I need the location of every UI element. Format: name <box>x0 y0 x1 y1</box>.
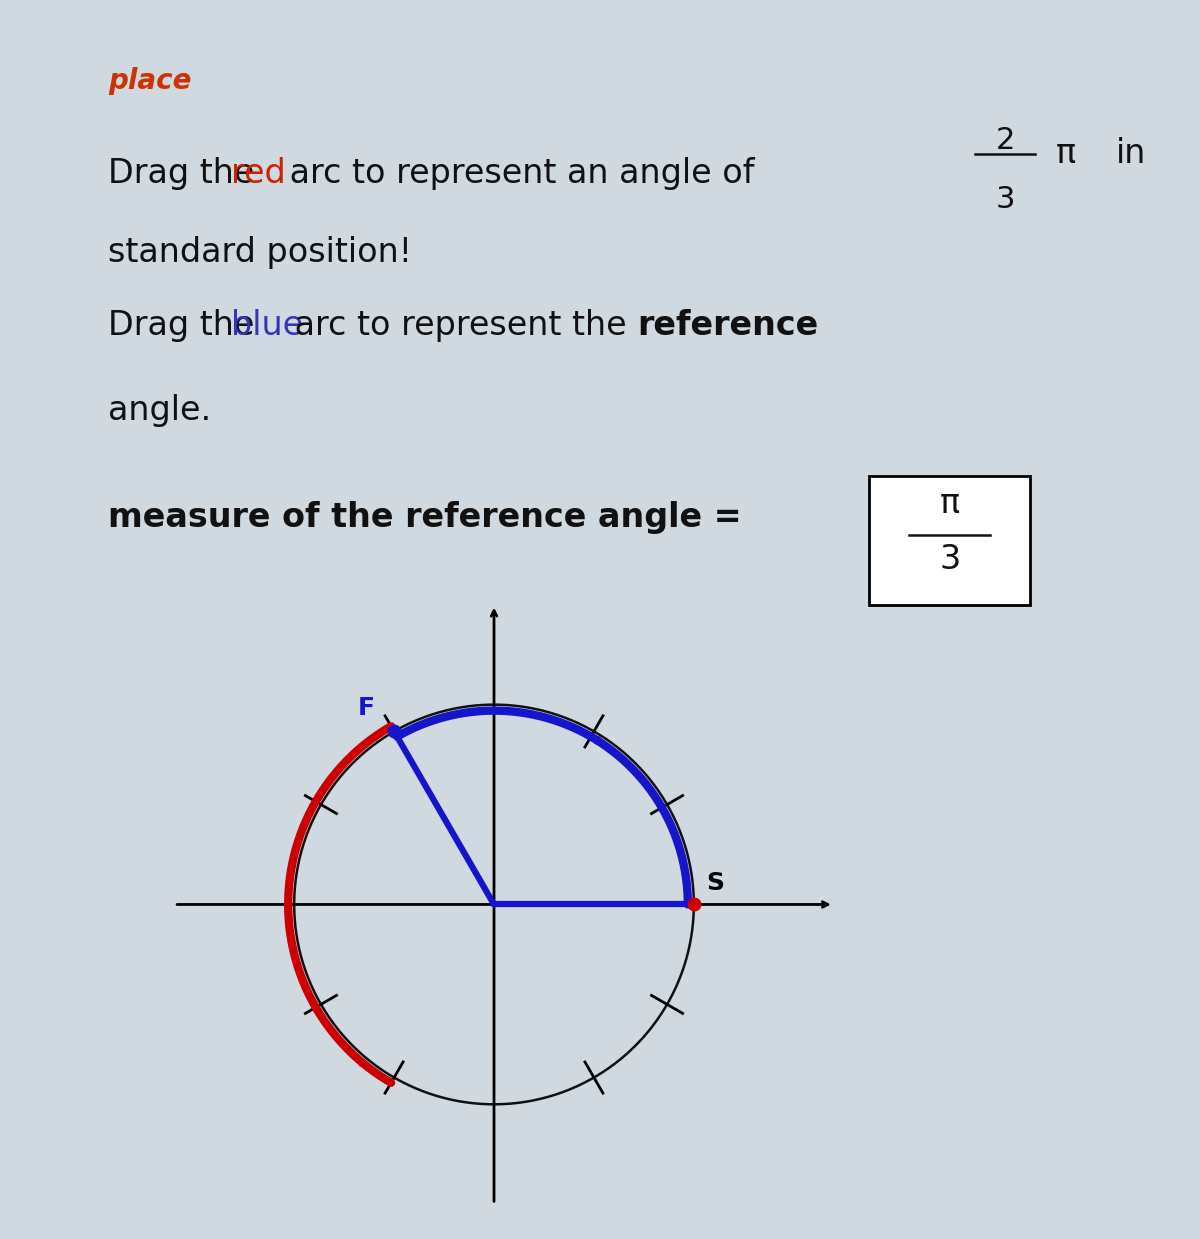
Text: reference: reference <box>637 310 818 342</box>
Text: measure of the reference angle =: measure of the reference angle = <box>108 501 754 534</box>
FancyBboxPatch shape <box>869 476 1031 606</box>
Text: arc to represent an angle of: arc to represent an angle of <box>280 157 755 191</box>
Text: Drag the: Drag the <box>108 310 265 342</box>
Text: place: place <box>108 67 192 95</box>
Text: blue: blue <box>230 310 304 342</box>
Text: arc to represent the: arc to represent the <box>284 310 637 342</box>
Text: Drag the: Drag the <box>108 157 265 191</box>
Text: π: π <box>1056 138 1075 171</box>
Text: standard position!: standard position! <box>108 237 412 269</box>
Text: angle.: angle. <box>108 394 211 427</box>
Text: S: S <box>706 871 724 896</box>
Text: 3: 3 <box>995 186 1015 214</box>
Text: 3: 3 <box>940 544 960 576</box>
Text: in: in <box>1116 138 1146 171</box>
Text: F: F <box>358 696 376 720</box>
Text: red: red <box>230 157 286 191</box>
Text: π: π <box>940 487 960 520</box>
Text: 2: 2 <box>996 126 1015 155</box>
